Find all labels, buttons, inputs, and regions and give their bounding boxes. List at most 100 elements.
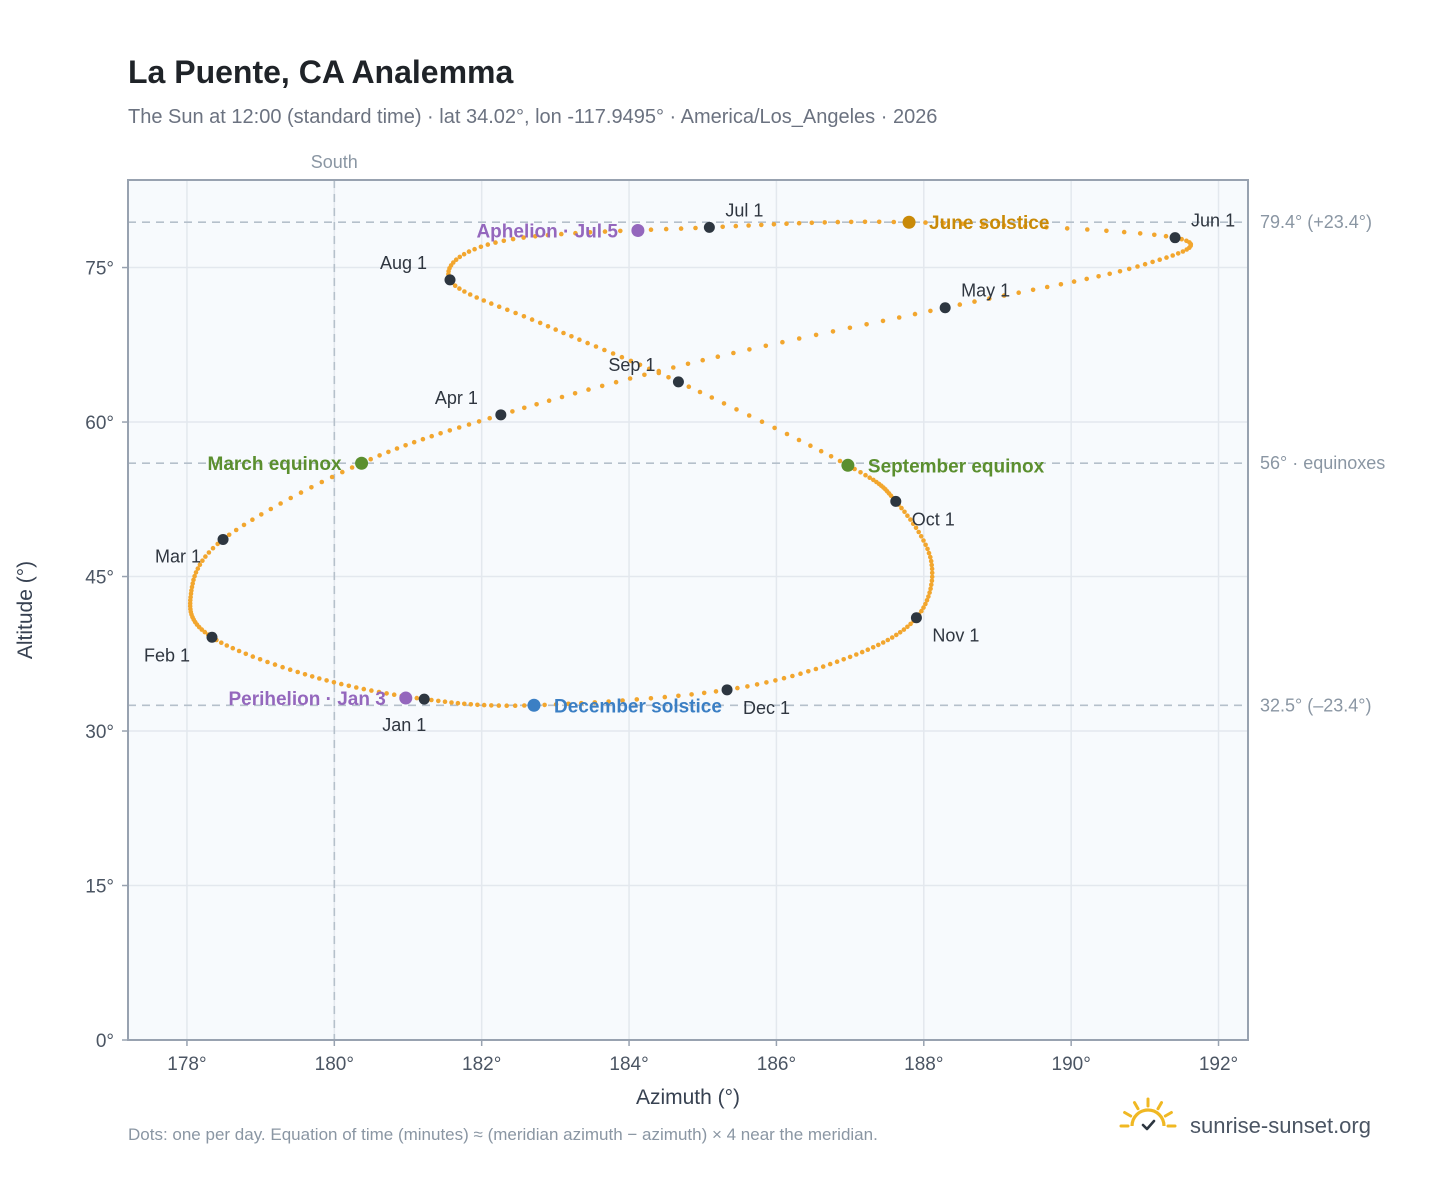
daily-dot <box>960 221 966 227</box>
event-marker-dot <box>527 698 541 712</box>
x-axis-ticks: 178° 180° 182° 184° 186° 188° 190° 192° <box>167 1040 1238 1075</box>
daily-dot <box>295 669 301 675</box>
daily-dot <box>870 645 876 650</box>
month-marker-label: Feb 1 <box>144 645 190 665</box>
daily-dot <box>619 354 625 360</box>
daily-dot <box>250 517 255 522</box>
footnote: Dots: one per day. Equation of time (min… <box>128 1125 878 1144</box>
event-marker-dot <box>902 215 916 229</box>
daily-dot <box>449 700 454 705</box>
month-marker-dot <box>721 684 733 696</box>
daily-dot <box>546 398 552 404</box>
daily-dot <box>897 630 903 635</box>
daily-dot <box>455 700 461 706</box>
daily-dot <box>678 226 684 231</box>
daily-dot <box>919 608 924 614</box>
daily-dot <box>759 419 765 425</box>
month-marker-label: Sep 1 <box>608 355 655 375</box>
daily-dot <box>203 554 208 559</box>
daily-dot <box>466 422 472 427</box>
month-marker-label: Aug 1 <box>380 253 427 273</box>
daily-dot <box>545 324 551 329</box>
daily-dot <box>923 601 928 607</box>
daily-dot <box>1142 261 1148 267</box>
daily-dot <box>191 577 196 583</box>
month-marker-dot <box>890 495 902 507</box>
daily-dot <box>666 375 671 380</box>
daily-dot <box>925 546 930 552</box>
daily-dot <box>720 224 725 230</box>
daily-dot <box>1044 284 1050 290</box>
sun-ray <box>1123 1111 1133 1118</box>
month-marker-dot <box>703 221 715 233</box>
daily-dot <box>1030 287 1036 293</box>
daily-dot <box>466 249 472 254</box>
daily-dot <box>329 474 335 480</box>
event-marker-dot <box>355 456 369 470</box>
daily-dot <box>763 343 769 349</box>
daily-dot <box>910 521 916 526</box>
daily-dot <box>537 320 543 326</box>
daily-dot <box>1170 253 1175 258</box>
event-marker-label: Perihelion · Jan 3 <box>228 689 385 710</box>
daily-dot <box>457 254 463 260</box>
daily-dot <box>972 299 977 304</box>
daily-dot <box>894 632 899 638</box>
daily-dot <box>618 228 623 234</box>
daily-dot <box>987 296 992 301</box>
daily-dot <box>901 627 907 632</box>
daily-dot <box>190 581 195 586</box>
daily-dot <box>189 584 195 590</box>
x-tick-label: 180° <box>315 1054 354 1075</box>
daily-dot <box>467 292 473 297</box>
daily-dot <box>908 517 913 522</box>
event-marker-label: June solstice <box>929 213 1049 234</box>
daily-dot <box>386 449 391 455</box>
daily-dot <box>474 295 480 300</box>
daily-dot <box>250 654 256 659</box>
daily-dot <box>700 357 705 363</box>
daily-dot <box>391 692 397 697</box>
daily-dot <box>585 340 590 346</box>
daily-dot <box>403 443 408 448</box>
daily-dot <box>243 651 249 657</box>
daily-dot <box>1064 226 1070 231</box>
daily-dot <box>1085 227 1090 232</box>
daily-dot <box>505 307 510 313</box>
y-axis-ticks: 0° 15° 30° 45° 60° 75° <box>85 259 128 1052</box>
daily-dot <box>195 566 201 571</box>
daily-dot <box>771 222 777 227</box>
daily-dot <box>647 366 652 372</box>
daily-dot <box>926 550 932 556</box>
daily-dot <box>835 219 841 225</box>
daily-dot <box>693 225 698 231</box>
x-tick-label: 182° <box>462 1054 501 1075</box>
daily-dot <box>772 425 777 431</box>
month-marker-dot <box>672 376 684 388</box>
daily-dot <box>331 680 337 685</box>
daily-dot <box>796 336 802 341</box>
daily-dot <box>671 365 676 370</box>
daily-dot <box>447 428 453 433</box>
daily-dot <box>820 664 826 669</box>
month-marker-label: Jan 1 <box>382 715 426 735</box>
daily-dot <box>923 220 928 225</box>
daily-dot <box>746 413 752 418</box>
daily-dot <box>452 283 458 289</box>
daily-dot <box>847 325 853 331</box>
daily-dot <box>272 662 278 667</box>
daily-dot <box>278 501 283 506</box>
daily-dot <box>368 456 374 462</box>
daily-dot <box>1117 269 1123 274</box>
daily-dot <box>709 395 715 400</box>
daily-dot <box>731 350 736 356</box>
daily-dot <box>1164 255 1169 260</box>
daily-dot <box>613 379 619 385</box>
daily-dot <box>553 702 559 707</box>
daily-dot <box>848 219 854 225</box>
daily-dot <box>1001 223 1007 228</box>
daily-dot <box>510 409 515 414</box>
daily-dot <box>854 652 859 657</box>
daily-dot <box>489 301 494 306</box>
daily-dot <box>456 425 462 430</box>
